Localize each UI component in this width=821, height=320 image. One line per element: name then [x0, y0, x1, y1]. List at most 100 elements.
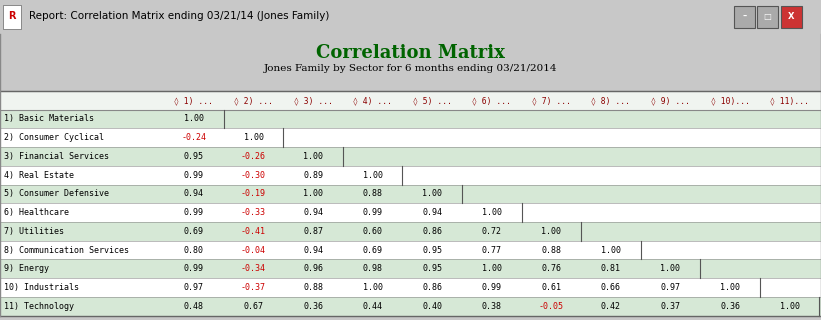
Text: 0.99: 0.99: [184, 264, 204, 273]
FancyBboxPatch shape: [781, 6, 802, 28]
Text: 0.66: 0.66: [601, 283, 621, 292]
Text: -0.26: -0.26: [241, 152, 266, 161]
FancyBboxPatch shape: [0, 203, 821, 222]
Text: ◊ 1) ...: ◊ 1) ...: [175, 96, 213, 105]
Text: 0.98: 0.98: [363, 264, 383, 273]
Text: ◊ 4) ...: ◊ 4) ...: [353, 96, 392, 105]
Text: 0.76: 0.76: [541, 264, 562, 273]
FancyBboxPatch shape: [734, 6, 755, 28]
Text: 2) Consumer Cyclical: 2) Consumer Cyclical: [4, 133, 104, 142]
Text: 0.88: 0.88: [363, 189, 383, 198]
Text: 0.89: 0.89: [303, 171, 323, 180]
Text: X: X: [788, 12, 795, 21]
Text: 0.80: 0.80: [184, 246, 204, 255]
Text: ◊ 8) ...: ◊ 8) ...: [591, 96, 631, 105]
Text: 8) Communication Services: 8) Communication Services: [4, 246, 129, 255]
Text: 1.00: 1.00: [482, 264, 502, 273]
Text: 0.86: 0.86: [422, 227, 443, 236]
Text: 11) Technology: 11) Technology: [4, 302, 74, 311]
Text: □: □: [764, 12, 772, 21]
Text: 1.00: 1.00: [482, 208, 502, 217]
Text: 1.00: 1.00: [601, 246, 621, 255]
Text: -0.24: -0.24: [181, 133, 206, 142]
Text: 0.40: 0.40: [422, 302, 443, 311]
Text: 1.00: 1.00: [363, 171, 383, 180]
Text: -0.19: -0.19: [241, 189, 266, 198]
Text: ◊ 3) ...: ◊ 3) ...: [294, 96, 333, 105]
Text: 7) Utilities: 7) Utilities: [4, 227, 64, 236]
Text: 0.42: 0.42: [601, 302, 621, 311]
Text: 1.00: 1.00: [780, 302, 800, 311]
Text: 0.94: 0.94: [303, 246, 323, 255]
Text: 0.99: 0.99: [184, 208, 204, 217]
Text: 0.48: 0.48: [184, 302, 204, 311]
Text: -0.33: -0.33: [241, 208, 266, 217]
Text: 1.00: 1.00: [541, 227, 562, 236]
Text: –: –: [742, 12, 747, 21]
FancyBboxPatch shape: [0, 222, 821, 241]
Text: 0.88: 0.88: [303, 283, 323, 292]
Text: 0.67: 0.67: [244, 302, 264, 311]
Text: 0.81: 0.81: [601, 264, 621, 273]
Text: 0.95: 0.95: [422, 264, 443, 273]
Text: 0.69: 0.69: [363, 246, 383, 255]
Text: 0.99: 0.99: [363, 208, 383, 217]
Text: 0.44: 0.44: [363, 302, 383, 311]
Text: 1.00: 1.00: [244, 133, 264, 142]
Text: ◊ 5) ...: ◊ 5) ...: [413, 96, 452, 105]
Text: 1.00: 1.00: [660, 264, 681, 273]
Text: 0.60: 0.60: [363, 227, 383, 236]
Text: 0.94: 0.94: [422, 208, 443, 217]
Text: R: R: [8, 11, 16, 21]
Text: ◊ 6) ...: ◊ 6) ...: [472, 96, 511, 105]
Text: 3) Financial Services: 3) Financial Services: [4, 152, 109, 161]
FancyBboxPatch shape: [0, 128, 821, 147]
Text: 1.00: 1.00: [303, 189, 323, 198]
FancyBboxPatch shape: [0, 241, 821, 260]
FancyBboxPatch shape: [0, 110, 821, 128]
Text: 0.86: 0.86: [422, 283, 443, 292]
Text: 0.99: 0.99: [482, 283, 502, 292]
Text: 0.72: 0.72: [482, 227, 502, 236]
Text: 0.87: 0.87: [303, 227, 323, 236]
Text: -0.41: -0.41: [241, 227, 266, 236]
Text: 0.37: 0.37: [660, 302, 681, 311]
Text: 0.96: 0.96: [303, 264, 323, 273]
FancyBboxPatch shape: [0, 91, 821, 110]
Text: 1.00: 1.00: [363, 283, 383, 292]
Text: 0.97: 0.97: [660, 283, 681, 292]
Text: 9) Energy: 9) Energy: [4, 264, 49, 273]
Text: Report: Correlation Matrix ending 03/21/14 (Jones Family): Report: Correlation Matrix ending 03/21/…: [29, 11, 329, 21]
Text: -0.04: -0.04: [241, 246, 266, 255]
Text: 0.61: 0.61: [541, 283, 562, 292]
FancyBboxPatch shape: [0, 147, 821, 166]
Text: 5) Consumer Defensive: 5) Consumer Defensive: [4, 189, 109, 198]
Text: ◊ 7) ...: ◊ 7) ...: [532, 96, 571, 105]
Text: 10) Industrials: 10) Industrials: [4, 283, 79, 292]
Text: 0.99: 0.99: [184, 171, 204, 180]
Text: 0.95: 0.95: [422, 246, 443, 255]
FancyBboxPatch shape: [0, 278, 821, 297]
Text: ◊ 2) ...: ◊ 2) ...: [234, 96, 273, 105]
Text: 6) Healthcare: 6) Healthcare: [4, 208, 69, 217]
Text: 0.97: 0.97: [184, 283, 204, 292]
Text: 0.77: 0.77: [482, 246, 502, 255]
Text: 0.95: 0.95: [184, 152, 204, 161]
Text: 0.94: 0.94: [303, 208, 323, 217]
Text: 1.00: 1.00: [720, 283, 740, 292]
Text: 4) Real Estate: 4) Real Estate: [4, 171, 74, 180]
FancyBboxPatch shape: [0, 260, 821, 278]
Text: 0.94: 0.94: [184, 189, 204, 198]
Text: 1) Basic Materials: 1) Basic Materials: [4, 115, 94, 124]
Text: Jones Family by Sector for 6 months ending 03/21/2014: Jones Family by Sector for 6 months endi…: [264, 64, 557, 73]
Text: ◊ 10)...: ◊ 10)...: [710, 96, 750, 105]
Text: 0.69: 0.69: [184, 227, 204, 236]
Text: 1.00: 1.00: [184, 115, 204, 124]
Text: 0.36: 0.36: [720, 302, 740, 311]
FancyBboxPatch shape: [0, 166, 821, 185]
Text: -0.30: -0.30: [241, 171, 266, 180]
Text: 1.00: 1.00: [422, 189, 443, 198]
Text: ◊ 9) ...: ◊ 9) ...: [651, 96, 690, 105]
FancyBboxPatch shape: [0, 297, 821, 316]
FancyBboxPatch shape: [0, 185, 821, 203]
